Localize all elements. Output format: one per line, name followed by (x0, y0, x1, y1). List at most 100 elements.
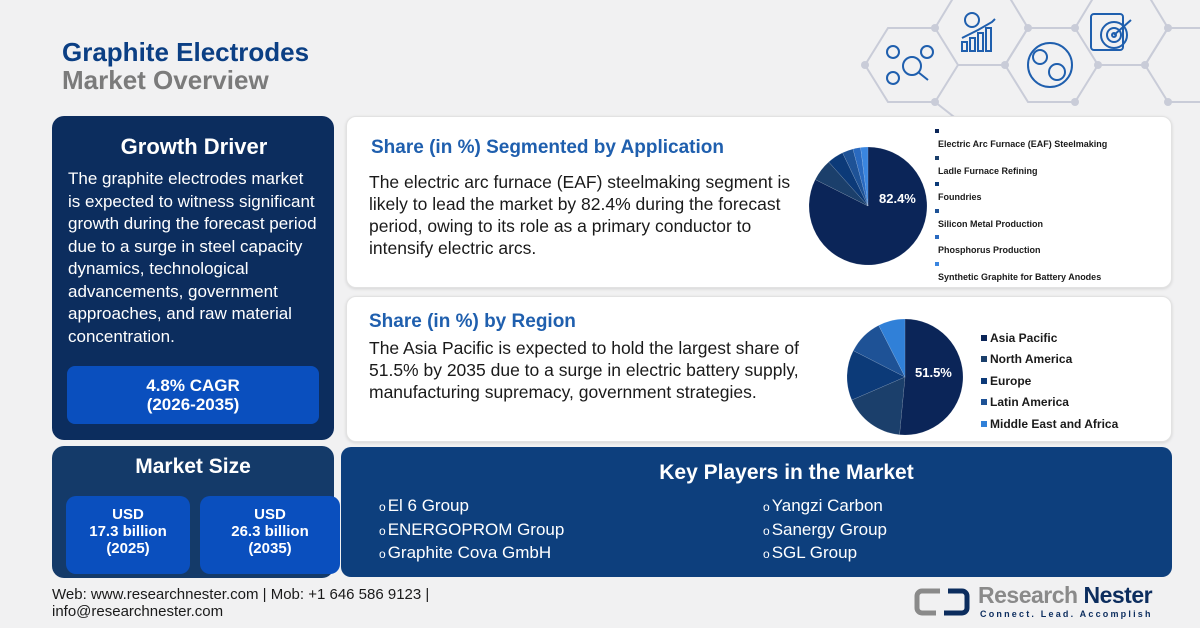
legend-item: Middle East and Africa (981, 413, 1118, 435)
application-share-text: The electric arc furnace (EAF) steelmaki… (369, 172, 791, 258)
legend-swatch-icon (981, 334, 987, 341)
application-legend: Electric Arc Furnace (EAF) Steelmaking La… (935, 125, 1165, 284)
region-legend: Asia Pacific North America Europe Latin Ame… (981, 327, 1118, 435)
pie-slice (852, 147, 869, 207)
research-nester-logo: Research Nester Connect. Lead. Accomplis… (912, 582, 1153, 622)
legend-swatch-icon (981, 356, 987, 363)
growth-driver-panel: Growth Driver The graphite electrodes ma… (52, 116, 334, 440)
legend-swatch-icon (935, 235, 939, 239)
brand-part-2: Nester (1083, 582, 1153, 608)
title-line-1: Graphite Electrodes (62, 37, 310, 67)
bullet-icon: o (379, 500, 386, 514)
cagr-value: 4.8% CAGR (146, 376, 240, 395)
player-item: o Yangzi Carbon (763, 495, 887, 519)
legend-label: Europe (990, 373, 1032, 388)
legend-label: Latin America (990, 395, 1069, 410)
legend-swatch-icon (935, 208, 939, 213)
legend-item: Foundries (935, 178, 1165, 205)
legend-swatch-icon (981, 377, 987, 384)
legend-label: North America (990, 352, 1073, 367)
pie-slice (851, 376, 906, 435)
market-size-heading: Market Size (135, 455, 251, 478)
key-players-right-column: o Yangzi Carbon o Sanergy Group o SGL Group (763, 495, 887, 566)
bullet-icon: o (379, 523, 386, 538)
legend-label: Phosphorus Production (938, 245, 1041, 255)
player-item: o Sanergy Group (763, 519, 887, 543)
legend-swatch-icon (981, 420, 987, 427)
cagr-badge: 4.8% CAGR (2026-2035) (67, 366, 319, 424)
logo-mark-icon (914, 588, 970, 616)
region-pie-label: 51.5% (915, 365, 952, 380)
brand-part-1: Research (978, 582, 1078, 608)
legend-item: Ladle Furnace Refining (935, 152, 1165, 179)
global-market-icon (1027, 42, 1073, 88)
growth-chart-icon (961, 12, 996, 52)
legend-item: Latin America (981, 392, 1118, 414)
bullet-icon: o (763, 523, 770, 538)
key-players-left-column: o El 6 Group o ENERGOPROM Group o Graphite … (379, 495, 564, 566)
market-size-year: (2035) (248, 540, 292, 557)
legend-swatch-icon (935, 155, 939, 160)
legend-item: Asia Pacific (981, 327, 1118, 349)
market-size-value: 26.3 billion (231, 523, 309, 540)
legend-label: Electric Arc Furnace (EAF) Steelmaking (938, 139, 1108, 149)
application-share-card: Share (in %) Segmented by Application Th… (346, 116, 1172, 288)
currency-label: USD (112, 506, 144, 523)
hexagon-network-decoration (861, 0, 1200, 120)
player-name: Yangzi Carbon (771, 496, 883, 515)
legend-item: Silicon Metal Production (935, 205, 1165, 232)
region-share-text: The Asia Pacific is expected to hold the… (369, 338, 799, 402)
player-item: o SGL Group (763, 542, 887, 566)
player-name: SGL Group (771, 543, 858, 562)
pie-slice (853, 325, 906, 378)
legend-item: Phosphorus Production (935, 231, 1165, 258)
application-share-heading: Share (in %) Segmented by Application (371, 137, 724, 158)
logo-brand-text: Research Nester (978, 582, 1153, 609)
bullet-icon: o (763, 547, 770, 561)
legend-label: Synthetic Graphite for Battery Anodes (938, 271, 1102, 282)
growth-driver-text: The graphite electrodes market is expect… (68, 169, 317, 346)
market-size-panel: Market Size USD 17.3 billion (2025) USD … (52, 446, 340, 578)
key-players-heading: Key Players in the Market (659, 461, 914, 484)
legend-item: Europe (981, 370, 1118, 392)
legend-label: Silicon Metal Production (938, 218, 1044, 229)
market-size-year: (2025) (106, 540, 150, 557)
player-item: o ENERGOPROM Group (379, 519, 564, 543)
market-size-value: 17.3 billion (89, 523, 167, 540)
pie-slice (814, 161, 869, 207)
pie-slice (828, 152, 869, 207)
player-item: o Graphite Cova GmbH (379, 542, 564, 566)
pie-slice (809, 147, 927, 265)
pie-slice (847, 350, 906, 401)
legend-swatch-icon (935, 182, 939, 186)
market-size-2035-box: USD 26.3 billion (2035) (200, 496, 340, 574)
bullet-icon: o (379, 547, 386, 561)
region-share-heading: Share (in %) by Region (369, 311, 576, 332)
application-pie-chart (809, 147, 927, 265)
bullet-icon: o (763, 500, 770, 514)
legend-swatch-icon (935, 261, 939, 266)
contact-line-1: Web: www.researchnester.com | Mob: +1 64… (52, 586, 430, 603)
pie-slice (842, 148, 869, 207)
legend-swatch-icon (981, 399, 987, 406)
contact-line-2: info@researchnester.com (52, 603, 224, 620)
legend-item: North America (981, 349, 1118, 371)
contact-footer: Web: www.researchnester.com | Mob: +1 64… (52, 586, 429, 620)
legend-label: Foundries (938, 192, 982, 202)
logo-tagline: Connect. Lead. Accomplish (980, 609, 1153, 619)
currency-label: USD (254, 506, 286, 523)
legend-label: Ladle Furnace Refining (938, 165, 1038, 176)
legend-item: Synthetic Graphite for Battery Anodes (935, 258, 1165, 285)
player-item: o El 6 Group (379, 495, 564, 519)
page-title: Graphite Electrodes Market Overview (62, 38, 309, 94)
legend-label: Asia Pacific (990, 330, 1058, 345)
region-share-card: Share (in %) by Region The Asia Pacific … (346, 296, 1172, 442)
pie-slice (899, 319, 963, 435)
title-line-2: Market Overview (62, 65, 269, 95)
pie-slice (860, 147, 869, 207)
application-pie-label: 82.4% (879, 191, 916, 206)
legend-swatch-icon (935, 129, 939, 133)
legend-item: Electric Arc Furnace (EAF) Steelmaking (935, 125, 1165, 152)
target-clipboard-icon (1090, 13, 1132, 51)
